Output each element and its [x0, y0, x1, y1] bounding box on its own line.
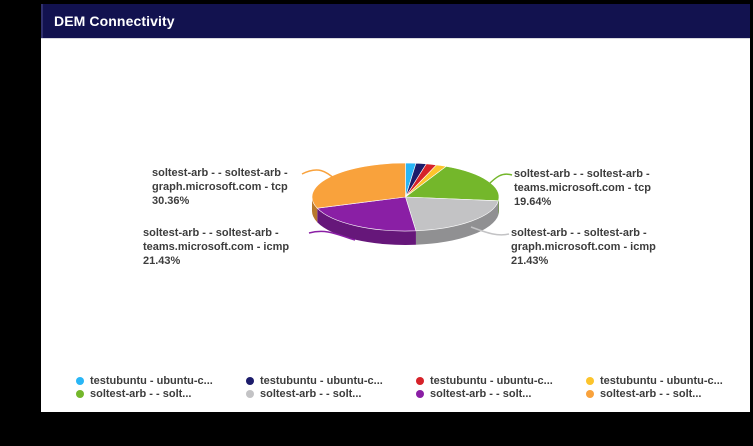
- chart-legend: testubuntu - ubuntu-c... testubuntu - ubu…: [76, 374, 753, 400]
- callout-percent: 30.36%: [152, 195, 190, 207]
- legend-label: soltest-arb - - solt...: [90, 387, 192, 400]
- legend-item[interactable]: soltest-arb - - solt...: [246, 387, 416, 400]
- callout-percent: 19.64%: [514, 196, 552, 208]
- callout-label-teams-icmp: soltest-arb - - soltest-arb - teams.micr…: [143, 226, 289, 268]
- legend-label: testubuntu - ubuntu-c...: [430, 374, 553, 387]
- callout-line: soltest-arb - - soltest-arb -: [152, 167, 288, 179]
- legend-swatch-icon: [246, 376, 254, 385]
- callout-label-graph-tcp: soltest-arb - - soltest-arb - graph.micr…: [152, 166, 288, 208]
- legend-label: testubuntu - ubuntu-c...: [260, 374, 383, 387]
- pie-leader-line: [487, 173, 513, 186]
- legend-item[interactable]: soltest-arb - - solt...: [416, 387, 586, 400]
- legend-swatch-icon: [586, 376, 594, 385]
- legend-item[interactable]: testubuntu - ubuntu-c...: [76, 374, 246, 387]
- pie-slice[interactable]: [405, 196, 499, 232]
- legend-label: soltest-arb - - solt...: [600, 387, 702, 400]
- callout-line: soltest-arb - - soltest-arb -: [514, 168, 650, 180]
- callout-line: teams.microsoft.com - icmp: [143, 241, 290, 253]
- widget-title-bar: DEM Connectivity: [41, 4, 750, 38]
- callout-line: soltest-arb - - soltest-arb -: [511, 227, 647, 239]
- legend-item[interactable]: testubuntu - ubuntu-c...: [246, 374, 416, 387]
- callout-percent: 21.43%: [143, 255, 181, 267]
- legend-label: soltest-arb - - solt...: [260, 387, 362, 400]
- legend-item[interactable]: testubuntu - ubuntu-c...: [416, 374, 586, 387]
- legend-swatch-icon: [76, 376, 84, 385]
- legend-swatch-icon: [76, 389, 84, 398]
- legend-label: testubuntu - ubuntu-c...: [90, 374, 213, 387]
- pie-slice[interactable]: [404, 166, 500, 202]
- legend-item[interactable]: soltest-arb - - solt...: [586, 387, 753, 400]
- legend-swatch-icon: [586, 389, 594, 398]
- callout-line: teams.microsoft.com - tcp: [514, 182, 651, 194]
- pie-slice[interactable]: [311, 162, 406, 209]
- pie-leader-line: [308, 230, 356, 241]
- widget-title: DEM Connectivity: [54, 13, 175, 29]
- callout-line: graph.microsoft.com - icmp: [511, 241, 656, 253]
- callout-label-teams-tcp: soltest-arb - - soltest-arb - teams.micr…: [514, 167, 651, 209]
- legend-label: testubuntu - ubuntu-c...: [600, 374, 723, 387]
- pie-leader-line: [470, 226, 510, 236]
- callout-line: soltest-arb - - soltest-arb -: [143, 227, 279, 239]
- legend-swatch-icon: [416, 376, 424, 385]
- legend-item[interactable]: soltest-arb - - solt...: [76, 387, 246, 400]
- pie-slice-side: [415, 200, 499, 245]
- legend-label: soltest-arb - - solt...: [430, 387, 532, 400]
- legend-swatch-icon: [246, 389, 254, 398]
- callout-line: graph.microsoft.com - tcp: [152, 181, 288, 193]
- pie-leader-line: [301, 169, 337, 181]
- pie-slice[interactable]: [316, 196, 417, 232]
- callout-percent: 21.43%: [511, 255, 549, 267]
- pie-slice-side: [498, 197, 499, 215]
- callout-label-graph-icmp: soltest-arb - - soltest-arb - graph.micr…: [511, 226, 656, 268]
- legend-swatch-icon: [416, 389, 424, 398]
- legend-item[interactable]: testubuntu - ubuntu-c...: [586, 374, 753, 387]
